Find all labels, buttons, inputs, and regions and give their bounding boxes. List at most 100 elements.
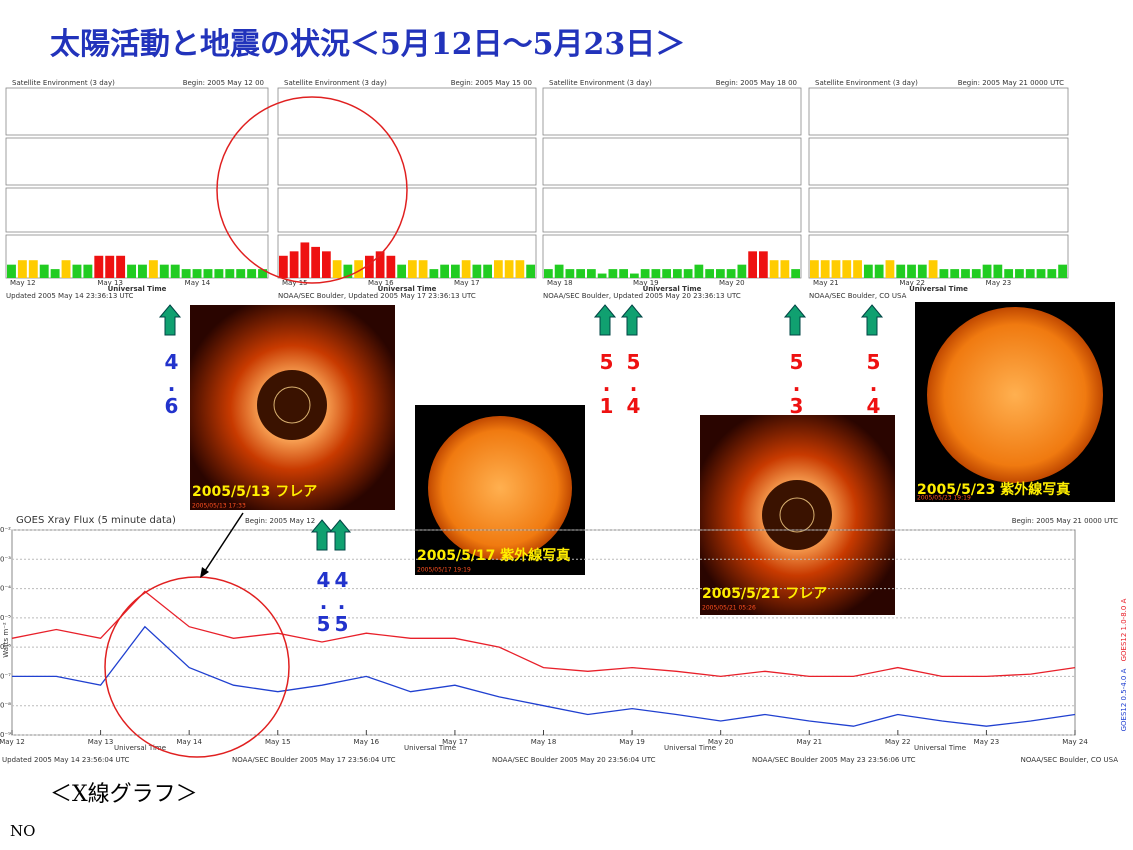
kp-bar — [831, 260, 841, 278]
quake-arrow — [783, 304, 807, 336]
kp-bar — [311, 246, 320, 278]
kp-bar — [673, 269, 682, 278]
panel-x-tick: May 21 — [813, 279, 839, 287]
kp-bar — [148, 260, 158, 278]
kp-bar — [587, 269, 596, 278]
quake-magnitude: 4.5 — [312, 568, 336, 634]
kp-bar — [203, 269, 213, 278]
kp-bar — [907, 264, 916, 278]
x-tick-label: May 14 — [176, 738, 202, 746]
xray-footer: NOAA/SEC Boulder 2005 May 20 23:56:04 UT… — [492, 756, 656, 764]
kp-bar — [993, 264, 1003, 278]
xray-begin: Begin: 2005 May 21 0000 UTC — [1012, 517, 1118, 525]
photo-caption: 2005/5/23 紫外線写真 — [917, 481, 1070, 498]
photo-uv-0523 — [915, 302, 1115, 502]
panel-x-tick: May 20 — [719, 279, 745, 287]
kp-bar — [759, 251, 768, 278]
panel-x-label: Universal Time — [643, 285, 702, 293]
kp-bar — [874, 264, 884, 278]
quake-magnitude: 4.6 — [160, 350, 184, 416]
kp-bar — [597, 273, 607, 278]
kp-bar — [17, 260, 27, 278]
xray-footer: NOAA/SEC Boulder 2005 May 23 23:56:06 UT… — [752, 756, 916, 764]
panel-x-tick: May 14 — [185, 279, 211, 287]
kp-bar — [451, 264, 460, 278]
panel-x-tick: May 17 — [454, 279, 480, 287]
photo-caption: 2005/5/17 紫外線写真 — [417, 547, 570, 564]
kp-bar — [515, 260, 525, 278]
panel-x-tick: May 16 — [368, 279, 394, 287]
quake-arrow — [860, 304, 884, 336]
kp-bar — [662, 269, 671, 278]
kp-bar — [748, 251, 757, 278]
kp-bar — [694, 264, 704, 278]
kp-bar — [192, 269, 202, 278]
kp-bar — [716, 269, 725, 278]
photo-flare-0513 — [190, 305, 395, 510]
kp-bar — [810, 260, 819, 278]
highlight-circle — [216, 96, 408, 284]
kp-bar — [737, 264, 747, 278]
x-tick-label: May 12 — [0, 738, 25, 746]
panel-x-tick: May 18 — [547, 279, 573, 287]
kp-bar — [504, 260, 514, 278]
kp-bar — [181, 269, 191, 278]
subplot-frame — [808, 234, 1069, 279]
x-tick-label: May 20 — [708, 738, 734, 746]
kp-bar — [853, 260, 862, 278]
quake-magnitude: 5.4 — [622, 350, 646, 416]
kp-bar — [554, 264, 564, 278]
y-tick-label: 10⁻⁵ — [0, 614, 11, 622]
kp-bar — [494, 260, 503, 278]
kp-bar — [780, 260, 790, 278]
panel-x-tick: May 22 — [899, 279, 925, 287]
quake-magnitude: 5.1 — [595, 350, 619, 416]
kp-bar — [896, 264, 906, 278]
kp-bar — [619, 269, 628, 278]
kp-bar — [640, 269, 650, 278]
kp-bar — [50, 269, 60, 278]
xray-begin: Begin: 2005 May 12 — [245, 517, 315, 525]
panel-x-tick: May 13 — [97, 279, 123, 287]
kp-bar — [138, 264, 147, 278]
panel-x-label: Universal Time — [108, 285, 167, 293]
kp-bar — [726, 269, 736, 278]
subplot-frame — [542, 187, 802, 233]
photo-timestamp: 2005/05/23 19:19 — [917, 495, 971, 502]
kp-bar — [94, 255, 104, 278]
kp-bar — [225, 269, 235, 278]
kp-bar — [440, 264, 449, 278]
kp-bar — [214, 269, 224, 278]
kp-bar — [576, 269, 585, 278]
x-axis-label: Universal Time — [404, 744, 456, 752]
x-tick-label: May 23 — [974, 738, 1000, 746]
panel-footer: NOAA/SEC Boulder, Updated 2005 May 20 23… — [543, 292, 741, 300]
x-axis-label: Universal Time — [114, 744, 166, 752]
quake-magnitude: 5.4 — [862, 350, 886, 416]
y-tick-label: 10⁻⁷ — [0, 672, 11, 680]
xray-series — [12, 625, 1076, 727]
kp-bar — [791, 269, 800, 278]
kp-bar — [289, 251, 299, 278]
x-tick-label: May 24 — [1062, 738, 1088, 746]
photo-timestamp: 2005/05/17 19:19 — [417, 567, 471, 574]
subplot-frame — [808, 187, 1069, 233]
xray-title: GOES Xray Flux (5 minute data) — [16, 515, 176, 526]
kp-bar — [61, 260, 71, 278]
kp-bar — [472, 264, 482, 278]
panel-x-tick: May 12 — [10, 279, 36, 287]
panel-header: Satellite Environment (3 day) — [549, 79, 652, 87]
panel-x-label: Universal Time — [378, 285, 437, 293]
quake-arrow — [328, 519, 352, 551]
kp-bar — [386, 255, 396, 278]
x-tick-label: May 13 — [88, 738, 114, 746]
panel-footer: NOAA/SEC Boulder, Updated 2005 May 17 23… — [278, 292, 476, 300]
panel-x-label: Universal Time — [909, 285, 968, 293]
kp-bar — [322, 251, 331, 278]
kp-bar — [683, 269, 693, 278]
kp-bar — [28, 260, 38, 278]
kp-bar — [375, 251, 385, 278]
kp-bar — [332, 260, 342, 278]
panel-header: Satellite Environment (3 day) — [815, 79, 918, 87]
x-tick-label: May 15 — [265, 738, 291, 746]
